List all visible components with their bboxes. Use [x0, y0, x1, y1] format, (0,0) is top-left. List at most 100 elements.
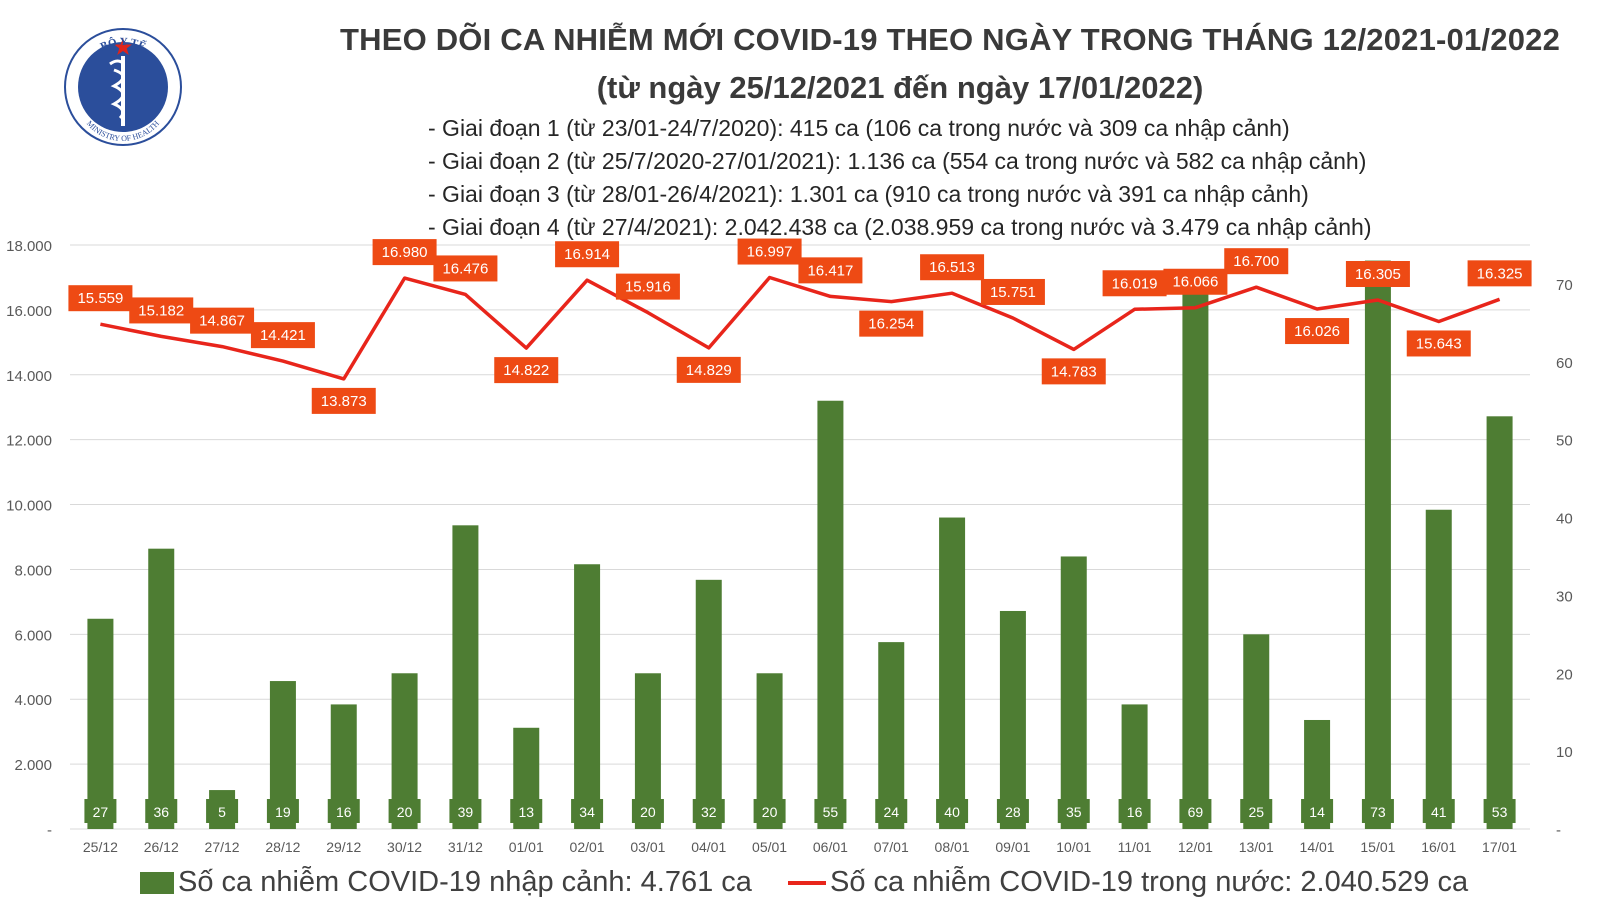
x-tick-label: 11/01 — [1118, 839, 1152, 855]
x-tick-label: 25/12 — [83, 839, 118, 855]
bar-label-bg — [266, 799, 299, 823]
y-left-tick-label: 12.000 — [6, 433, 52, 450]
x-tick-label: 29/12 — [326, 839, 361, 855]
x-tick-label: 16/01 — [1421, 839, 1456, 855]
line-data-label: 16.700 — [1233, 253, 1279, 270]
line-data-label: 13.873 — [321, 393, 367, 410]
x-tick-label: 30/12 — [387, 839, 422, 855]
y-left-tick-label: 10.000 — [6, 498, 52, 515]
x-tick-label: 04/01 — [691, 839, 726, 855]
bar-data-label: 24 — [883, 804, 899, 820]
line-data-label: 15.751 — [990, 284, 1036, 301]
line-label-bg — [190, 307, 255, 334]
bar-data-label: 39 — [458, 804, 474, 820]
bar-label-bg — [84, 799, 117, 823]
x-tick-label: 02/01 — [570, 839, 605, 855]
y-right-tick-label: 50 — [1556, 433, 1573, 450]
bar-imported — [1060, 556, 1087, 829]
line-label-bg — [980, 278, 1045, 305]
bar-label-bg — [327, 799, 360, 823]
line-data-label: 16.997 — [747, 244, 793, 261]
line-label-bg — [1406, 330, 1471, 357]
line-data-label: 16.305 — [1355, 266, 1401, 283]
bar-data-label: 40 — [944, 804, 960, 820]
line-data-label: 16.476 — [442, 260, 488, 277]
phase-3-summary: - Giai đoạn 3 (từ 28/01-26/4/2021): 1.30… — [428, 181, 1309, 207]
phase-1-summary: - Giai đoạn 1 (từ 23/01-24/7/2020): 415 … — [428, 115, 1290, 141]
y-right-tick-label: 70 — [1556, 277, 1573, 294]
ministry-of-health-logo: BỘ Y TẾ MINISTRY OF HEALTH — [62, 26, 184, 148]
bar-data-label: 19 — [275, 804, 291, 820]
bar-data-label: 73 — [1370, 804, 1386, 820]
svg-text:BỘ Y TẾ: BỘ Y TẾ — [99, 35, 148, 53]
line-data-label: 14.421 — [260, 327, 306, 344]
bar-data-label: 20 — [762, 804, 778, 820]
line-data-label: 15.559 — [77, 290, 123, 307]
y-right-tick-label: 20 — [1556, 666, 1573, 683]
bar-data-label: 13 — [518, 804, 534, 820]
line-label-bg — [1224, 248, 1289, 275]
chart-legend: Số ca nhiễm COVID-19 nhập cảnh: 4.761 ca… — [0, 866, 1600, 906]
y-right-tick-label: 10 — [1556, 744, 1573, 761]
bar-data-label: 35 — [1066, 804, 1082, 820]
bar-label-bg — [388, 799, 421, 823]
logo-top-text: BỘ Y TẾ — [99, 35, 148, 53]
line-data-label: 15.916 — [625, 279, 671, 296]
line-data-label: 14.829 — [686, 362, 732, 379]
bar-label-bg — [1301, 799, 1334, 823]
chart-subtitle: (từ ngày 25/12/2021 đến ngày 17/01/2022) — [596, 70, 1204, 105]
legend-bar-swatch — [140, 871, 174, 894]
y-left-tick-label: 8.000 — [14, 562, 52, 579]
y-right-tick-label: 40 — [1556, 511, 1573, 528]
line-data-label: 16.513 — [929, 259, 975, 276]
bar-label-bg — [1179, 799, 1212, 823]
line-domestic — [100, 275, 1501, 381]
bar-label-bg — [449, 799, 482, 823]
line-label-bg — [1041, 358, 1106, 385]
bar-imported — [1182, 291, 1209, 830]
bar-data-label: 16 — [1127, 804, 1143, 820]
bar-data-label: 5 — [218, 804, 226, 820]
bar-label-bg — [814, 799, 847, 823]
line-label-bg — [372, 239, 437, 266]
line-label-bg — [920, 254, 985, 281]
x-tick-label: 13/01 — [1239, 839, 1274, 855]
bar-data-label: 25 — [1248, 804, 1264, 820]
x-tick-label: 10/01 — [1056, 839, 1091, 855]
y-left-tick-label: 16.000 — [6, 303, 52, 320]
x-tick-label: 09/01 — [995, 839, 1030, 855]
bar-label-bg — [1422, 799, 1455, 823]
line-label-bg — [555, 241, 620, 268]
line-label-bg — [494, 357, 559, 384]
legend-line-swatch — [788, 880, 826, 885]
y-right-tick-label: - — [1556, 822, 1561, 839]
bar-imported — [1364, 260, 1391, 829]
bar-imported — [695, 579, 722, 829]
bar-imported — [939, 517, 966, 829]
x-tick-label: 31/12 — [448, 839, 483, 855]
bar-label-bg — [1118, 799, 1151, 823]
bar-imported — [1425, 509, 1452, 829]
y-left-tick-label: 6.000 — [14, 627, 52, 644]
bar-label-bg — [571, 799, 604, 823]
bar-imported — [999, 610, 1026, 829]
bar-data-label: 14 — [1309, 804, 1325, 820]
line-label-bg — [1102, 270, 1167, 297]
line-label-bg — [615, 273, 680, 300]
legend-item-imported: Số ca nhiễm COVID-19 nhập cảnh: 4.761 ca — [140, 866, 752, 899]
line-data-label: 16.026 — [1294, 323, 1340, 340]
bar-label-bg — [510, 799, 543, 823]
bar-data-label: 34 — [579, 804, 595, 820]
line-label-bg — [68, 285, 133, 312]
y-left-tick-label: 18.000 — [6, 238, 52, 255]
bar-label-bg — [1483, 799, 1516, 823]
line-data-label: 14.822 — [503, 362, 549, 379]
bar-imported — [878, 642, 905, 829]
line-data-label: 16.417 — [807, 262, 853, 279]
bar-imported — [1486, 416, 1513, 829]
line-label-bg — [798, 257, 863, 284]
bar-label-bg — [206, 799, 239, 823]
x-tick-label: 03/01 — [630, 839, 665, 855]
bar-data-label: 20 — [397, 804, 413, 820]
legend-label-imported: Số ca nhiễm COVID-19 nhập cảnh: 4.761 ca — [178, 866, 752, 898]
